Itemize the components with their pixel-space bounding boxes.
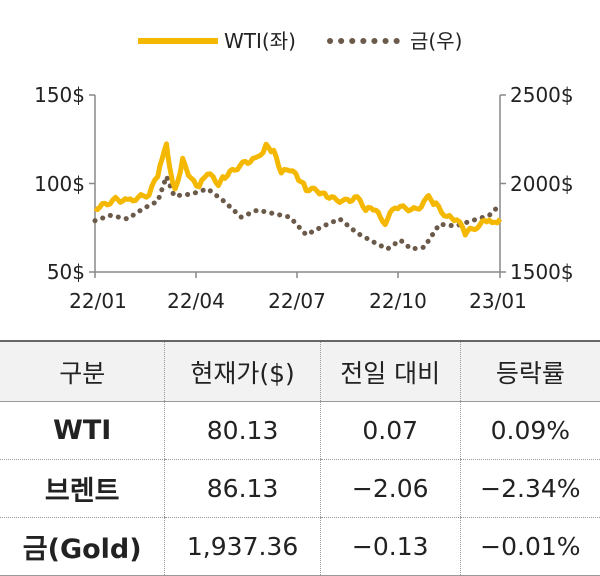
series-wti — [93, 141, 503, 238]
header-category: 구분 — [0, 340, 165, 402]
row-change: −0.13 — [319, 517, 461, 576]
row-change: 0.07 — [319, 401, 461, 460]
row-price: 1,937.36 — [164, 517, 321, 576]
y-right-tick-2500: 2500$ — [510, 83, 574, 107]
axes: 150$ 100$ 50$ 2500$ 2000$ 1500$ 22/01 22… — [34, 83, 574, 313]
header-rate: 등락률 — [459, 340, 600, 402]
row-change: −2.06 — [319, 459, 461, 518]
y-left-tick-100: 100$ — [34, 172, 85, 196]
y-right-tick-2000: 2000$ — [510, 172, 574, 196]
row-price: 86.13 — [164, 459, 321, 518]
row-rate: −2.34% — [459, 459, 600, 518]
x-tick-22-07: 22/07 — [268, 289, 326, 313]
legend-gold-label: 금(우) — [410, 29, 462, 53]
x-tick-22-10: 22/10 — [369, 289, 427, 313]
row-price: 80.13 — [164, 401, 321, 460]
commodity-price-chart: WTI(좌) 금(우) 150$ 100$ 50$ 2500$ 2000$ 15… — [34, 29, 574, 313]
y-right-tick-1500: 1500$ — [510, 260, 574, 284]
price-summary-table: 구분 현재가($) 전일 대비 등락률 WTI 80.13 0.07 0.09%… — [0, 340, 600, 576]
header-price: 현재가($) — [164, 340, 321, 402]
x-tick-23-01: 23/01 — [469, 289, 527, 313]
x-tick-22-01: 22/01 — [69, 289, 127, 313]
table-row: 금(Gold) 1,937.36 −0.13 −0.01% — [0, 517, 600, 576]
table-header-row: 구분 현재가($) 전일 대비 등락률 — [0, 340, 600, 402]
row-name: 브렌트 — [0, 459, 165, 518]
gold-line — [92, 169, 503, 252]
table-row: WTI 80.13 0.07 0.09% — [0, 401, 600, 460]
row-rate: −0.01% — [459, 517, 600, 576]
y-left-tick-50: 50$ — [47, 260, 85, 284]
row-rate: 0.09% — [459, 401, 600, 460]
x-tick-22-04: 22/04 — [167, 289, 225, 313]
table-row: 브렌트 86.13 −2.06 −2.34% — [0, 459, 600, 518]
row-name: 금(Gold) — [0, 517, 165, 576]
series-gold — [92, 169, 503, 252]
chart-legend: WTI(좌) 금(우) — [138, 29, 462, 53]
y-left-tick-150: 150$ — [34, 83, 85, 107]
tick-marks — [89, 94, 506, 278]
legend-wti-label: WTI(좌) — [224, 29, 296, 53]
wti-line — [93, 141, 503, 238]
row-name: WTI — [0, 401, 165, 460]
header-change: 전일 대비 — [319, 340, 461, 402]
